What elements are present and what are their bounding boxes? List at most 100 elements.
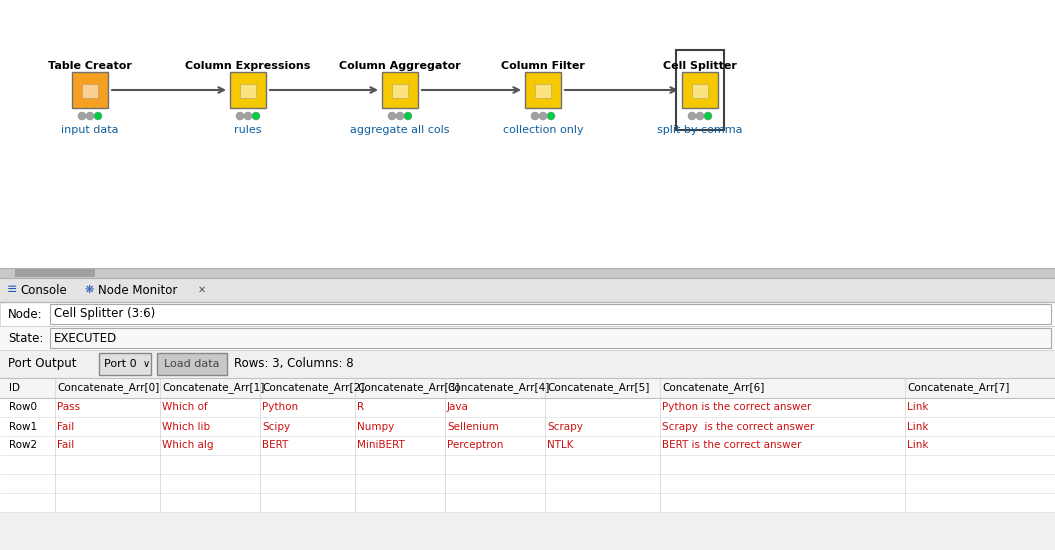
Bar (0, 278, 1055, 302)
Circle shape (546, 112, 555, 120)
Circle shape (688, 112, 696, 120)
Bar (239, 84, 256, 98)
Text: Row1: Row1 (9, 421, 37, 432)
Text: Column Expressions: Column Expressions (186, 61, 310, 71)
Text: Cell Splitter: Cell Splitter (663, 61, 737, 71)
Text: Port 0: Port 0 (104, 359, 137, 369)
Bar (0, 326, 1055, 350)
Text: Java: Java (447, 403, 468, 412)
Text: Numpy: Numpy (357, 421, 395, 432)
Bar (392, 84, 408, 98)
Text: Which of: Which of (162, 403, 208, 412)
Text: Concatenate_Arr[0]: Concatenate_Arr[0] (57, 383, 159, 393)
Circle shape (236, 112, 244, 120)
Text: ✕: ✕ (198, 285, 206, 295)
Text: Concatenate_Arr[7]: Concatenate_Arr[7] (907, 383, 1010, 393)
Bar (535, 84, 551, 98)
Text: Row2: Row2 (9, 441, 37, 450)
Text: input data: input data (61, 125, 119, 135)
Text: NTLK: NTLK (546, 441, 574, 450)
Circle shape (396, 112, 404, 120)
Bar (0, 378, 1055, 512)
Circle shape (252, 112, 260, 120)
Text: aggregate all cols: aggregate all cols (350, 125, 449, 135)
Text: Link: Link (907, 441, 928, 450)
Text: Python is the correct answer: Python is the correct answer (661, 403, 811, 412)
Text: ID: ID (9, 383, 20, 393)
Text: split by comma: split by comma (657, 125, 743, 135)
Bar (82, 84, 98, 98)
Circle shape (539, 112, 546, 120)
Text: BERT: BERT (262, 441, 288, 450)
Circle shape (531, 112, 539, 120)
Text: Console: Console (20, 283, 66, 296)
Text: Which lib: Which lib (162, 421, 210, 432)
Text: MiniBERT: MiniBERT (357, 441, 405, 450)
Text: Column Filter: Column Filter (501, 61, 584, 71)
Bar (0, 398, 1055, 417)
Bar (0, 417, 1055, 436)
Text: Scrapy  is the correct answer: Scrapy is the correct answer (661, 421, 814, 432)
FancyBboxPatch shape (382, 72, 418, 108)
Text: Which alg: Which alg (162, 441, 213, 450)
Circle shape (78, 112, 87, 120)
Circle shape (244, 112, 252, 120)
Text: Concatenate_Arr[3]: Concatenate_Arr[3] (357, 383, 459, 393)
Text: ∨: ∨ (143, 359, 150, 369)
Text: Table Creator: Table Creator (49, 61, 132, 71)
Text: Concatenate_Arr[5]: Concatenate_Arr[5] (546, 383, 650, 393)
Text: Sellenium: Sellenium (447, 421, 499, 432)
Circle shape (388, 112, 396, 120)
FancyBboxPatch shape (230, 72, 266, 108)
Text: Concatenate_Arr[2]: Concatenate_Arr[2] (262, 383, 364, 393)
Text: Concatenate_Arr[6]: Concatenate_Arr[6] (661, 383, 765, 393)
Text: Scrapy: Scrapy (546, 421, 582, 432)
FancyBboxPatch shape (72, 72, 108, 108)
Text: Port Output: Port Output (8, 358, 77, 371)
Text: Perceptron: Perceptron (447, 441, 503, 450)
Text: BERT is the correct answer: BERT is the correct answer (661, 441, 802, 450)
Bar (50, 328, 1051, 348)
Circle shape (94, 112, 102, 120)
Text: R: R (357, 403, 364, 412)
FancyBboxPatch shape (682, 72, 718, 108)
Text: Fail: Fail (57, 421, 74, 432)
Circle shape (696, 112, 704, 120)
Bar (692, 84, 708, 98)
Text: State:: State: (8, 332, 43, 344)
Text: Concatenate_Arr[1]: Concatenate_Arr[1] (162, 383, 265, 393)
Text: Python: Python (262, 403, 299, 412)
Text: Fail: Fail (57, 441, 74, 450)
FancyBboxPatch shape (99, 353, 151, 375)
Text: Cell Splitter (3:6): Cell Splitter (3:6) (54, 307, 155, 321)
Text: Link: Link (907, 421, 928, 432)
Text: Column Aggregator: Column Aggregator (339, 61, 461, 71)
Text: collection only: collection only (502, 125, 583, 135)
Text: ≡: ≡ (7, 283, 18, 296)
Text: EXECUTED: EXECUTED (54, 332, 117, 344)
Bar (676, 50, 724, 130)
Bar (15, 269, 95, 277)
Text: Rows: 3, Columns: 8: Rows: 3, Columns: 8 (234, 358, 353, 371)
FancyBboxPatch shape (525, 72, 561, 108)
Text: ❋: ❋ (85, 285, 94, 295)
Circle shape (87, 112, 94, 120)
Bar (50, 304, 1051, 324)
Text: Link: Link (907, 403, 928, 412)
Text: Node Monitor: Node Monitor (98, 283, 177, 296)
Bar (0, 378, 1055, 398)
Text: Row0: Row0 (9, 403, 37, 412)
Bar (0, 278, 1055, 550)
Text: Concatenate_Arr[4]: Concatenate_Arr[4] (447, 383, 550, 393)
Circle shape (704, 112, 712, 120)
Bar (0, 0, 1055, 268)
Text: Scipy: Scipy (262, 421, 290, 432)
Bar (0, 268, 1055, 278)
FancyBboxPatch shape (157, 353, 227, 375)
Circle shape (404, 112, 413, 120)
Bar (0, 350, 1055, 378)
Text: rules: rules (234, 125, 262, 135)
Bar (0, 302, 1055, 326)
Text: Node:: Node: (8, 307, 42, 321)
Bar (0, 436, 1055, 455)
